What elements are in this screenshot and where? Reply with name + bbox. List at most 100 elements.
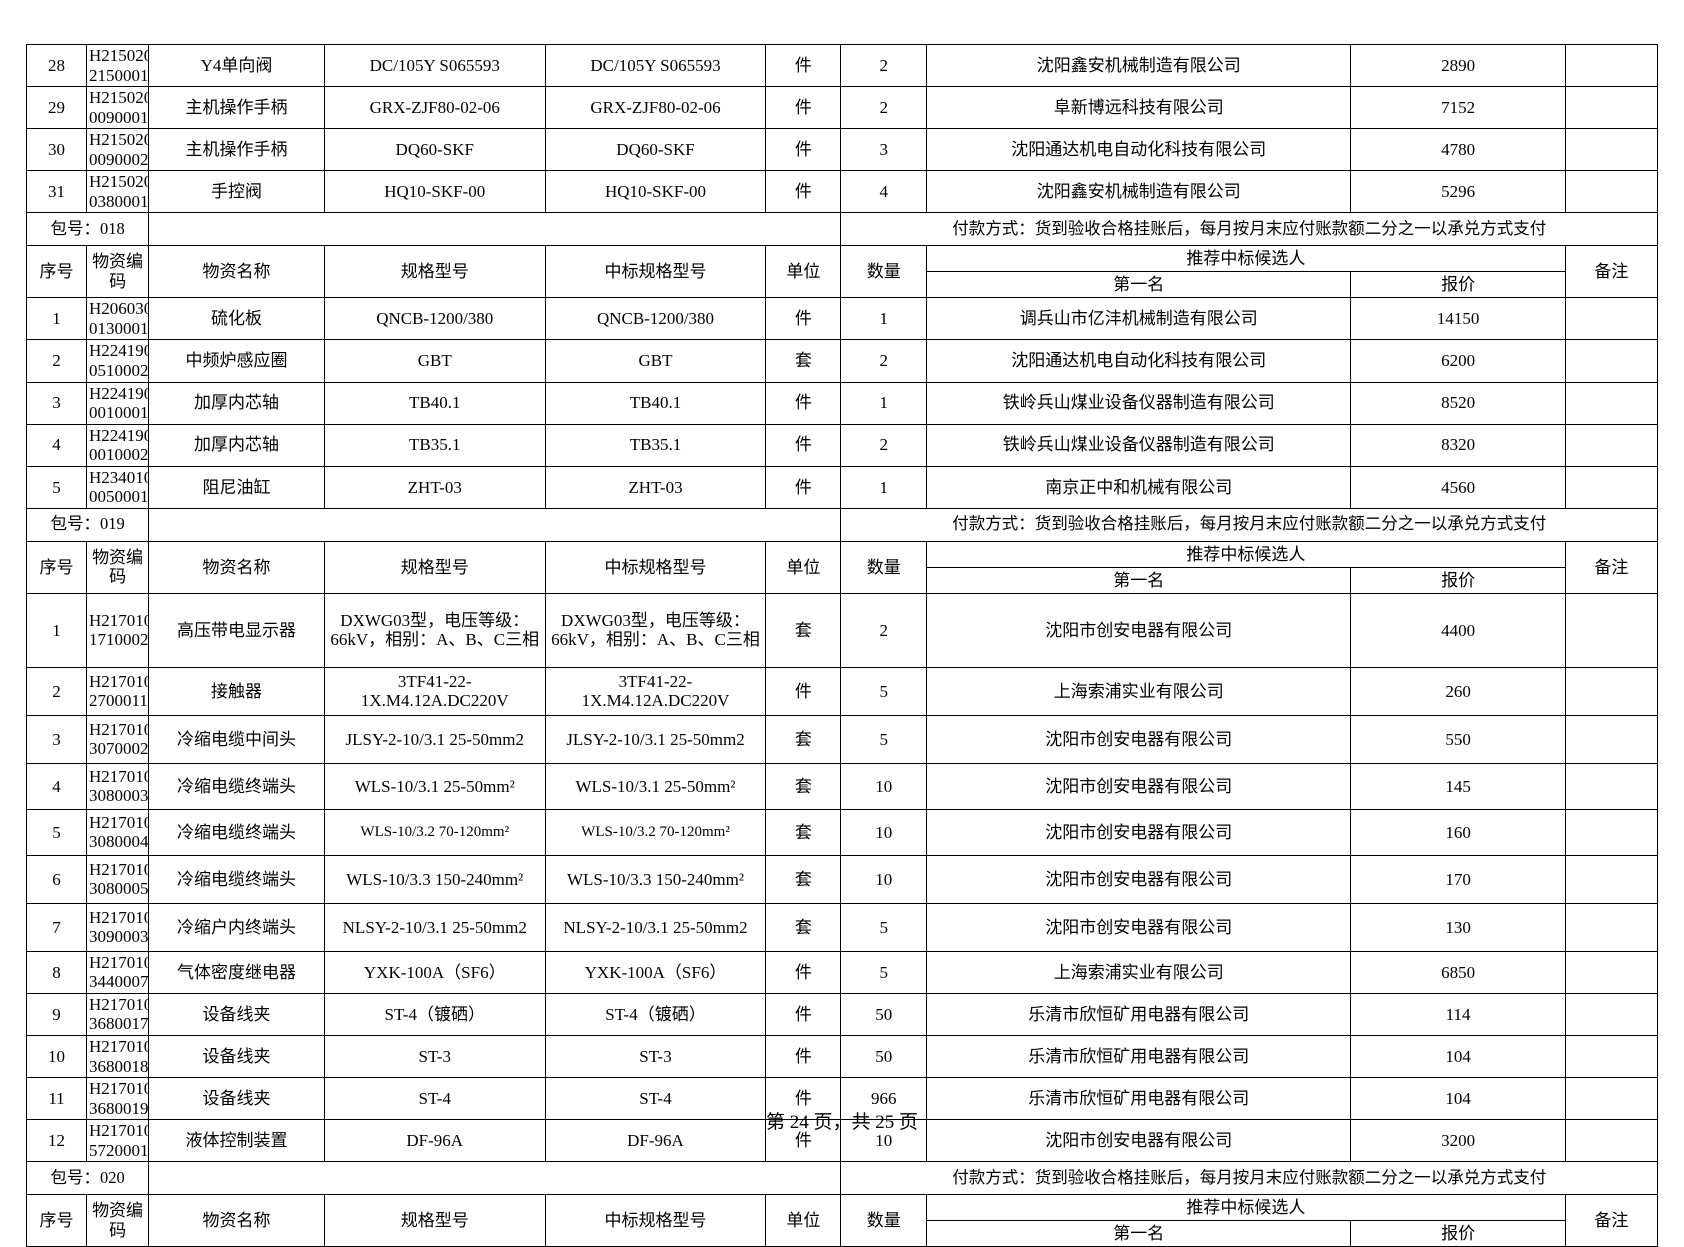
cell-spec: ZHT-03 xyxy=(323,465,546,509)
table-row: 31 H21502012 0380001 手控阀 HQ10-SKF-00 HQ1… xyxy=(26,170,1659,214)
header-unit: 单位 xyxy=(765,1194,842,1247)
cell-spec: WLS-10/3.3 150-240mm² xyxy=(323,854,546,904)
cell-price: 260 xyxy=(1350,666,1566,716)
header-qty: 数量 xyxy=(840,245,928,299)
cell-qty: 2 xyxy=(840,592,928,668)
cell-seq: 29 xyxy=(26,86,87,130)
cell-material-name: 液体控制装置 xyxy=(148,1119,325,1163)
cell-unit: 套 xyxy=(765,714,842,764)
cell-note xyxy=(1564,86,1659,130)
cell-price: 6200 xyxy=(1350,339,1566,383)
cell-first-candidate: 沈阳市创安电器有限公司 xyxy=(926,854,1352,904)
header-first-candidate: 第一名 xyxy=(926,1220,1352,1247)
cell-bid-spec: DF-96A xyxy=(544,1119,767,1163)
cell-material-code: H21701001 3680018 xyxy=(85,1035,150,1079)
cell-seq: 2 xyxy=(26,666,87,716)
cell-note xyxy=(1564,714,1659,764)
cell-material-code: H21502012 0090002 xyxy=(85,128,150,172)
cell-unit: 套 xyxy=(765,902,842,952)
cell-note xyxy=(1564,992,1659,1037)
package-header-row-019: 包号：019 付款方式：货到验收合格挂账后，每月按月末应付账款额二分之一以承兑方… xyxy=(25,507,1658,542)
cell-note xyxy=(1564,465,1659,509)
cell-material-name: 阻尼油缸 xyxy=(148,465,325,509)
cell-bid-spec: YXK-100A（SF6） xyxy=(544,950,767,994)
cell-spec: JLSY-2-10/3.1 25-50mm2 xyxy=(323,714,546,764)
column-header-row-019: 序号 物资编码 物资名称 规格型号 中标规格型号 单位 数量 推荐中标候选人 备… xyxy=(26,540,1659,594)
header-spec: 规格型号 xyxy=(323,1194,546,1247)
cell-material-code: H23401001 0050001 xyxy=(85,465,150,509)
cell-material-code: H20603001 0130001 xyxy=(85,297,150,341)
cell-price: 145 xyxy=(1350,762,1566,810)
header-spec: 规格型号 xyxy=(323,245,546,299)
cell-unit: 件 xyxy=(765,950,842,994)
table-row: 30 H21502012 0090002 主机操作手柄 DQ60-SKF DQ6… xyxy=(26,128,1659,172)
cell-first-candidate: 乐清市欣恒矿用电器有限公司 xyxy=(926,1035,1352,1079)
cell-qty: 3 xyxy=(840,128,928,172)
cell-first-candidate: 南京正中和机械有限公司 xyxy=(926,465,1352,509)
table-row: 4 H21701001 3080003 冷缩电缆终端头 WLS-10/3.1 2… xyxy=(26,762,1659,810)
package-blank-cell xyxy=(148,212,842,247)
cell-material-name: 设备线夹 xyxy=(148,1077,325,1121)
table-row: 5 H21701001 3080004 冷缩电缆终端头 WLS-10/3.2 7… xyxy=(26,808,1659,856)
cell-first-candidate: 沈阳通达机电自动化科技有限公司 xyxy=(926,128,1352,172)
cell-unit: 件 xyxy=(765,423,842,467)
cell-material-name: 冷缩电缆终端头 xyxy=(148,808,325,856)
cell-seq: 6 xyxy=(26,854,87,904)
cell-price: 8320 xyxy=(1350,423,1566,467)
cell-spec: DXWG03型，电压等级：66kV，相别：A、B、C三相 xyxy=(323,592,546,668)
cell-material-code: H21701001 3680019 xyxy=(85,1077,150,1121)
header-bid-spec: 中标规格型号 xyxy=(544,540,767,594)
header-material-name: 物资名称 xyxy=(148,1194,325,1247)
cell-note xyxy=(1564,339,1659,383)
cell-note xyxy=(1564,43,1659,88)
cell-spec: TB40.1 xyxy=(323,381,546,425)
cell-material-name: 设备线夹 xyxy=(148,992,325,1037)
header-seq: 序号 xyxy=(26,245,87,299)
cell-material-code: H22419002 0010001 xyxy=(85,381,150,425)
cell-bid-spec: DXWG03型，电压等级：66kV，相别：A、B、C三相 xyxy=(544,592,767,668)
cell-material-code: H21701001 3080005 xyxy=(85,854,150,904)
cell-bid-spec: GBT xyxy=(544,339,767,383)
cell-unit: 件 xyxy=(765,381,842,425)
cell-material-name: 气体密度继电器 xyxy=(148,950,325,994)
cell-material-name: 高压带电显示器 xyxy=(148,592,325,668)
header-price: 报价 xyxy=(1350,1220,1566,1247)
cell-first-candidate: 上海索浦实业有限公司 xyxy=(926,666,1352,716)
cell-first-candidate: 调兵山市亿沣机械制造有限公司 xyxy=(926,297,1352,341)
cell-bid-spec: JLSY-2-10/3.1 25-50mm2 xyxy=(544,714,767,764)
header-candidate-group: 推荐中标候选人 xyxy=(926,245,1566,273)
cell-seq: 4 xyxy=(26,423,87,467)
cell-spec: ST-4 xyxy=(323,1077,546,1121)
cell-price: 2890 xyxy=(1350,43,1566,88)
header-seq: 序号 xyxy=(26,540,87,594)
payment-terms-018: 付款方式：货到验收合格挂账后，每月按月末应付账款额二分之一以承兑方式支付 xyxy=(840,212,1658,247)
table-row: 1 H21701001 1710002 高压带电显示器 DXWG03型，电压等级… xyxy=(26,592,1659,668)
table-row: 2 H21701001 2700011 接触器 3TF41-22-1X.M4.1… xyxy=(26,666,1659,716)
cell-unit: 套 xyxy=(765,808,842,856)
header-bid-spec: 中标规格型号 xyxy=(544,245,767,299)
column-header-row-018: 序号 物资编码 物资名称 规格型号 中标规格型号 单位 数量 推荐中标候选人 备… xyxy=(26,245,1659,299)
header-first-candidate: 第一名 xyxy=(926,566,1352,594)
cell-price: 550 xyxy=(1350,714,1566,764)
cell-unit: 件 xyxy=(765,666,842,716)
column-header-row-020: 序号 物资编码 物资名称 规格型号 中标规格型号 单位 数量 推荐中标候选人 备… xyxy=(26,1194,1659,1247)
cell-material-name: 加厚内芯轴 xyxy=(148,381,325,425)
cell-first-candidate: 沈阳通达机电自动化科技有限公司 xyxy=(926,339,1352,383)
cell-unit: 套 xyxy=(765,592,842,668)
cell-price: 6850 xyxy=(1350,950,1566,994)
payment-terms-019: 付款方式：货到验收合格挂账后，每月按月末应付账款额二分之一以承兑方式支付 xyxy=(840,507,1658,542)
cell-qty: 5 xyxy=(840,950,928,994)
header-candidate-group: 推荐中标候选人 xyxy=(926,540,1566,568)
cell-material-code: H21701001 3680017 xyxy=(85,992,150,1037)
cell-price: 104 xyxy=(1350,1035,1566,1079)
header-note: 备注 xyxy=(1564,245,1659,299)
header-spec: 规格型号 xyxy=(323,540,546,594)
package-header-row-020: 包号：020 付款方式：货到验收合格挂账后，每月按月末应付账款额二分之一以承兑方… xyxy=(25,1161,1658,1196)
cell-material-code: H21701001 3080003 xyxy=(85,762,150,810)
cell-qty: 50 xyxy=(840,1035,928,1079)
cell-unit: 套 xyxy=(765,339,842,383)
cell-qty: 2 xyxy=(840,86,928,130)
cell-spec: TB35.1 xyxy=(323,423,546,467)
cell-bid-spec: QNCB-1200/380 xyxy=(544,297,767,341)
